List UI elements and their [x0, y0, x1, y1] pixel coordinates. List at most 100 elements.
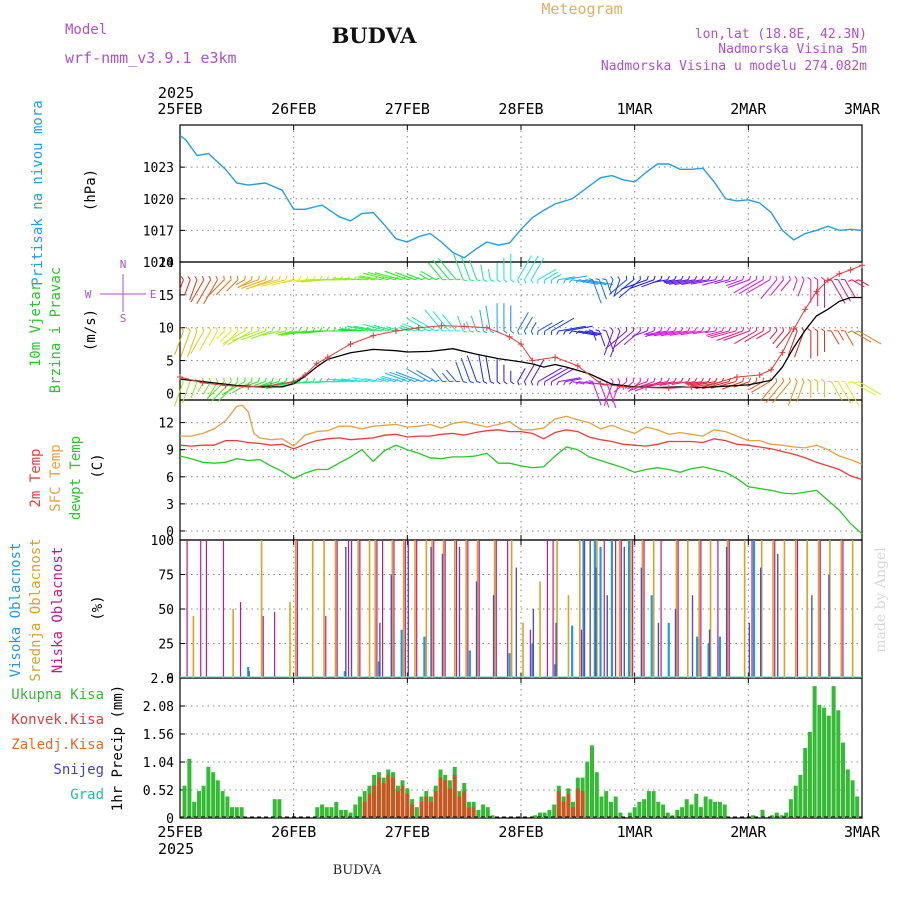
- wind-barb: [598, 279, 607, 300]
- wind-barb: [644, 330, 655, 335]
- wind-barb-head: [257, 275, 260, 280]
- ylabel-cloud-unit: (%): [90, 595, 106, 620]
- wind-gust-marker: [859, 262, 865, 269]
- wind-barb: [565, 378, 582, 383]
- wind-barb: [605, 330, 628, 350]
- wind-barb-head: [428, 328, 433, 332]
- wind-barb: [457, 315, 464, 332]
- wind-barb: [565, 325, 593, 332]
- wind-gust-marker: [518, 341, 524, 348]
- wind-barb: [302, 381, 320, 384]
- wind-barb-head: [660, 275, 663, 280]
- precip-total-bar: [353, 804, 358, 818]
- precip-total-bar: [807, 731, 812, 818]
- wind-barb: [347, 325, 375, 332]
- wind-barb-head: [582, 381, 587, 385]
- precip-total-bar: [476, 809, 481, 818]
- wind-barb: [338, 329, 354, 332]
- wind-barb-head: [305, 377, 309, 382]
- wind-barb: [205, 279, 225, 299]
- precip-total-bar: [779, 815, 784, 818]
- wind-barb-head: [556, 330, 559, 335]
- x-tick-top: 28FEB: [498, 100, 543, 118]
- precip-total-bar: [197, 791, 201, 818]
- wind-barb-head: [208, 275, 212, 280]
- y-tick-wind: 15: [158, 289, 174, 304]
- precip-conv-bar: [566, 793, 571, 818]
- wind-gust-marker: [245, 383, 252, 390]
- wind-barb-head: [653, 377, 656, 382]
- wind-barb: [326, 378, 354, 383]
- wind-gust-marker: [802, 306, 809, 313]
- wind-gust-marker: [597, 380, 604, 387]
- wind-barb: [254, 381, 266, 386]
- wind-barb-head: [847, 330, 852, 334]
- wind-barb: [578, 381, 595, 385]
- precip-total-bar: [590, 745, 594, 818]
- wind-barb-head: [298, 327, 302, 332]
- wind-gust-marker: [529, 357, 536, 364]
- precip-total-bar: [850, 780, 855, 818]
- wind-barb: [690, 279, 716, 285]
- ylabel-wind-2: Brzina i Pravac: [48, 267, 64, 393]
- wind-barb: [585, 330, 602, 335]
- y-tick-temperature: 0: [166, 525, 174, 540]
- y-tick-temperature: 3: [166, 498, 174, 513]
- precip-total-bar: [609, 801, 613, 818]
- precip-total-bar: [234, 807, 239, 818]
- ylabel-pressure: Pritisak na nivou mora: [30, 100, 46, 285]
- wind-barb: [598, 330, 606, 347]
- wind-gust-marker: [836, 270, 843, 277]
- wind-barb-head: [794, 378, 798, 382]
- coords-label: lon,lat (18.8E, 42.3N): [695, 27, 867, 42]
- wind-barb-head: [201, 275, 205, 280]
- wind-gust-marker: [847, 266, 854, 273]
- wind-barb: [605, 330, 615, 352]
- wind-barb: [381, 375, 402, 383]
- wind-barb: [523, 255, 539, 280]
- wind-barb-head: [794, 276, 798, 281]
- header: Model wrf-nmm_v3.9.1 e3km BUDVA Meteogra…: [65, 0, 867, 74]
- wind-barb-head: [588, 380, 593, 383]
- wind-barb: [780, 279, 791, 292]
- wind-barb-head: [319, 276, 323, 281]
- wind-barb-head: [523, 381, 527, 386]
- wind-barb-head: [854, 279, 859, 282]
- precip-total-bar: [665, 812, 670, 818]
- wind-barb-head: [680, 377, 684, 382]
- wind-barb-head: [285, 377, 288, 382]
- wind-barb: [640, 381, 668, 387]
- wind-barb: [332, 378, 361, 383]
- wind-barb-head: [588, 329, 593, 332]
- wind-barb: [592, 330, 597, 341]
- wind-barb-head: [646, 327, 649, 332]
- wind-barb: [215, 279, 232, 296]
- wind-barb: [421, 270, 437, 281]
- wind-barb-head: [271, 377, 274, 382]
- precip-total-bar: [215, 780, 220, 818]
- wind-barb: [544, 319, 564, 332]
- wind-barb-head: [687, 327, 691, 332]
- wind-barb: [659, 381, 682, 386]
- precip-conv-bar: [376, 777, 381, 818]
- precip-total-bar: [717, 801, 722, 818]
- wind-barb: [592, 381, 602, 406]
- wind-barb: [453, 253, 464, 280]
- wind-barb: [332, 277, 354, 281]
- x-tick-bottom: 1MAR: [617, 823, 654, 841]
- wind-barb-head: [278, 275, 281, 280]
- wind-barb-head: [483, 330, 488, 334]
- wind-barb: [851, 330, 872, 343]
- wind-barb-head: [646, 275, 649, 280]
- y-tick-temperature: 6: [166, 471, 174, 486]
- wind-barb-head: [680, 275, 684, 280]
- precip-total-bar: [689, 804, 694, 818]
- wind-barb: [179, 279, 184, 290]
- precip-total-bar: [627, 812, 632, 818]
- precip-conv-bar: [575, 788, 580, 818]
- precip-total-bar: [751, 815, 756, 818]
- wind-barb-head: [490, 330, 495, 334]
- precip-total-bar: [661, 804, 666, 818]
- wind-gust-marker: [733, 374, 740, 380]
- precip-total-bar: [845, 769, 850, 818]
